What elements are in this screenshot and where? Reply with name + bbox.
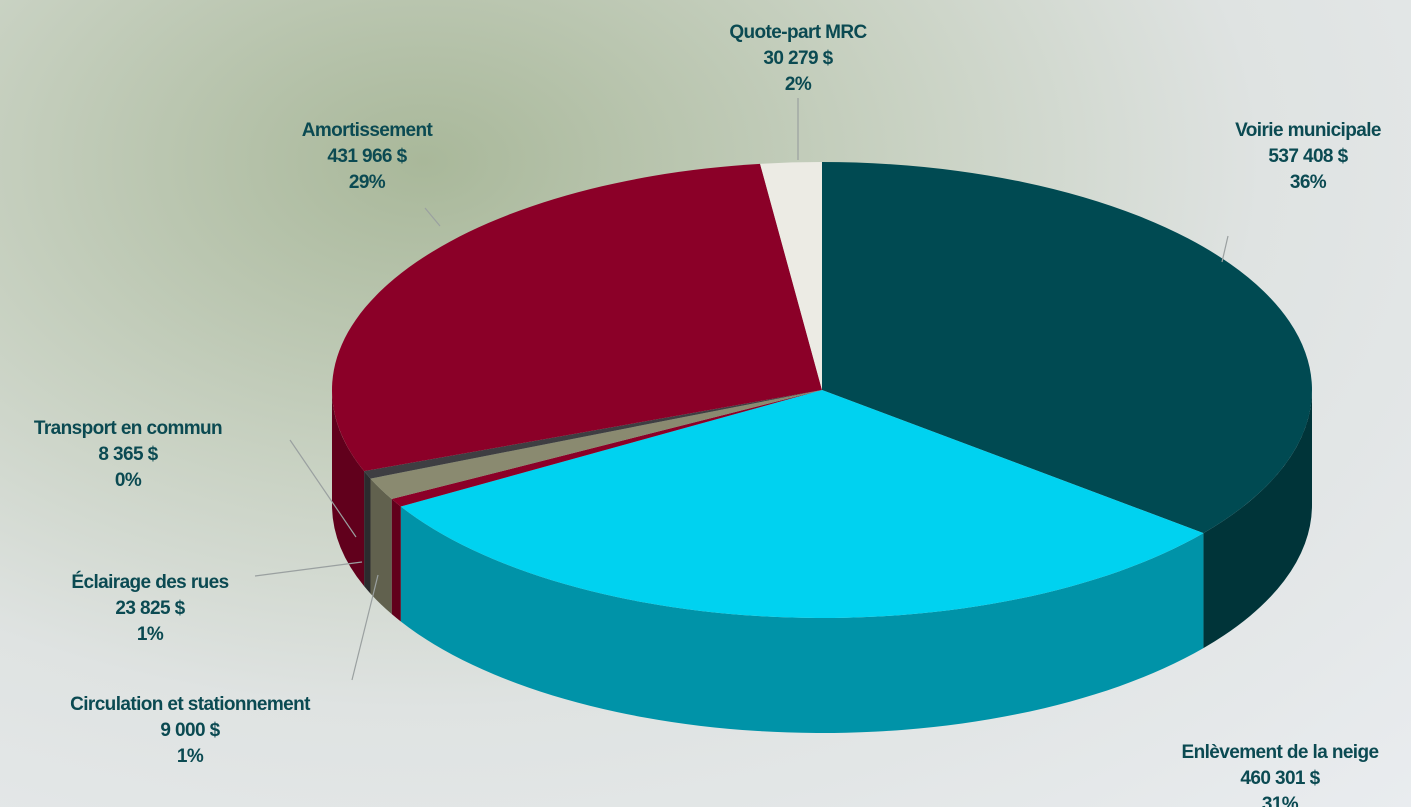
slice-label: Voirie municipale xyxy=(1235,120,1381,141)
slice-side xyxy=(392,499,401,621)
leader-line xyxy=(255,562,362,576)
value-label: 8 365 $ xyxy=(98,444,158,465)
percent-label: 36% xyxy=(1290,172,1327,193)
slice-label: Circulation et stationnement xyxy=(70,694,311,715)
slice-side xyxy=(364,471,370,593)
slice-label: Transport en commun xyxy=(34,418,222,439)
slice-label: Éclairage des rues xyxy=(71,571,228,593)
page: Voirie municipale 537 408 $ 36% Enlèvement … xyxy=(0,0,1411,807)
percent-label: 31% xyxy=(1262,794,1299,807)
value-label: 30 279 $ xyxy=(763,48,833,69)
value-label: 537 408 $ xyxy=(1268,146,1348,167)
chart: Voirie municipale 537 408 $ 36% Enlèvement … xyxy=(0,0,1411,807)
leader-line xyxy=(425,208,440,226)
value-label: 23 825 $ xyxy=(115,598,185,619)
percent-label: 1% xyxy=(177,746,204,767)
leader-line xyxy=(1222,236,1228,262)
value-label: 460 301 $ xyxy=(1240,768,1320,789)
percent-label: 29% xyxy=(349,172,386,193)
slice-label: Quote-part MRC xyxy=(729,22,867,43)
value-label: 431 966 $ xyxy=(327,146,407,167)
slice-label: Amortissement xyxy=(302,120,434,141)
percent-label: 2% xyxy=(785,74,812,95)
percent-label: 0% xyxy=(115,470,142,491)
slice-label: Enlèvement de la neige xyxy=(1182,742,1379,763)
value-label: 9 000 $ xyxy=(160,720,220,741)
leader-line xyxy=(352,575,378,680)
percent-label: 1% xyxy=(137,624,164,645)
